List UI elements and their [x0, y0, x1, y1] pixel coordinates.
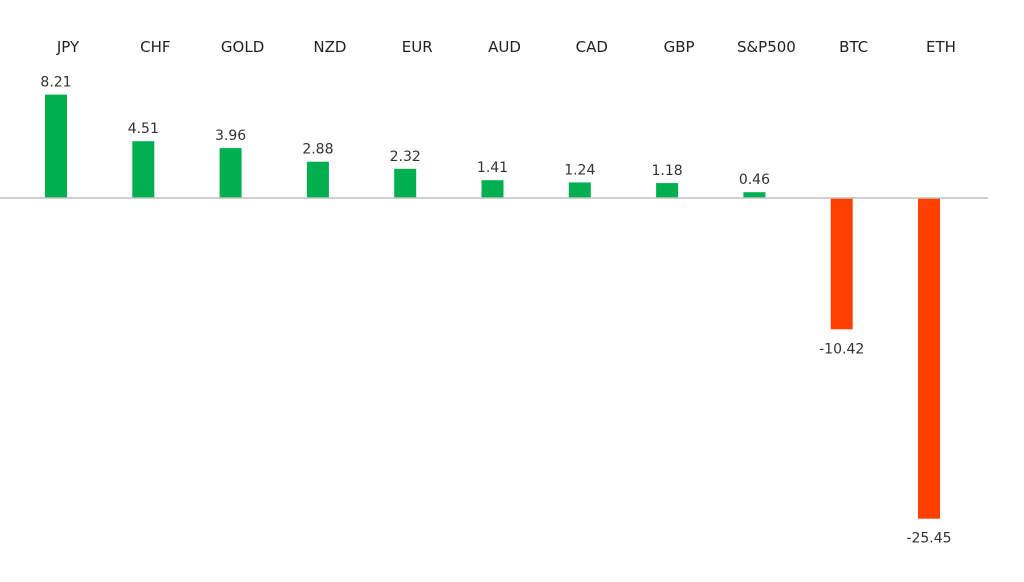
category-label-gbp: GBP: [664, 38, 695, 56]
category-label-gold: GOLD: [221, 38, 264, 56]
category-label-eth: ETH: [926, 38, 956, 56]
value-label-cad: 1.24: [564, 162, 595, 178]
category-label-nzd: NZD: [313, 38, 346, 56]
bar-cad: [568, 182, 591, 198]
value-label-aud: 1.41: [477, 160, 508, 176]
category-label-btc: BTC: [839, 38, 868, 56]
value-label-btc: -10.42: [819, 341, 864, 357]
bar-gbp: [656, 183, 679, 198]
value-label-jpy: 8.21: [40, 75, 71, 91]
category-label-cad: CAD: [576, 38, 608, 56]
bar-eth: [918, 198, 940, 519]
labels-layer: JPY 8.21 CHF 4.51 GOLD 3.96 NZD 2.88 EUR 2.32 AUD 1…: [40, 38, 956, 547]
bar-btc: [830, 198, 853, 330]
value-label-eur: 2.32: [390, 149, 421, 165]
value-label-s-p500: 0.46: [739, 172, 770, 188]
value-label-chf: 4.51: [128, 121, 159, 137]
bar-gold: [219, 148, 242, 198]
bar-aud: [481, 180, 504, 198]
category-label-aud: AUD: [488, 38, 521, 56]
value-label-eth: -25.45: [906, 531, 951, 547]
value-label-gold: 3.96: [215, 128, 246, 144]
bar-nzd: [306, 161, 329, 198]
bar-s-p500: [743, 192, 766, 198]
value-label-nzd: 2.88: [302, 142, 333, 158]
bar-chf: [132, 141, 155, 198]
category-label-eur: EUR: [402, 38, 433, 56]
bar-jpy: [45, 94, 67, 198]
category-label-chf: CHF: [140, 38, 170, 56]
bar-eur: [394, 168, 417, 198]
bars-layer: [45, 94, 940, 519]
category-label-s-p500: S&P500: [737, 38, 796, 56]
value-label-gbp: 1.18: [652, 163, 683, 179]
category-label-jpy: JPY: [56, 38, 80, 56]
